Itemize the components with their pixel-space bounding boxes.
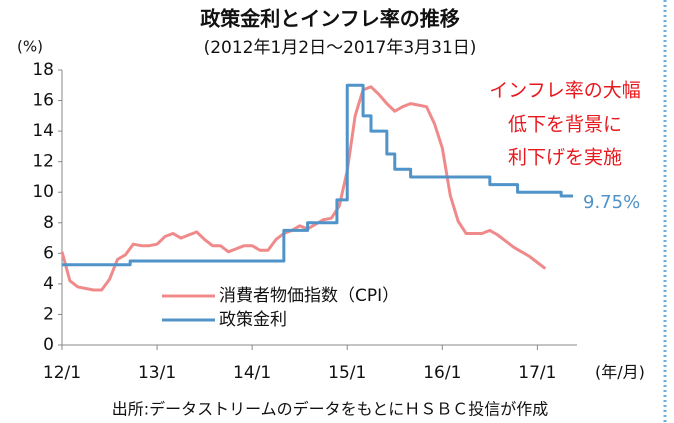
y-tick-label: 18 [32,60,54,80]
x-tick-label: 15/1 [328,363,366,383]
y-tick-label: 8 [43,213,54,233]
legend-label: 消費者物価指数（CPI） [219,286,399,306]
x-axis-title: (年/月) [595,363,645,382]
y-tick-label: 12 [32,152,54,172]
chart-title: 政策金利とインフレ率の推移 [200,7,459,31]
y-axis-title: (%) [17,38,43,56]
annotation: 利下げを実施 [508,147,622,169]
x-tick-label: 13/1 [138,363,176,383]
y-tick-label: 2 [43,304,54,324]
y-tick-label: 16 [32,91,54,111]
y-tick-label: 10 [32,182,54,202]
y-tick-label: 14 [32,121,54,141]
x-tick-label: 12/1 [43,363,81,383]
x-tick-label: 16/1 [423,363,461,383]
series-line [62,83,574,267]
series-line [60,85,547,292]
chart-subtitle: (2012年1月2日～2017年3月31日) [204,38,477,58]
y-tick-label: 4 [43,274,54,294]
legend-label: 政策金利 [219,310,287,330]
x-tick-label: 14/1 [233,363,271,383]
x-tick-label: 17/1 [518,363,556,383]
y-tick-label: 0 [43,335,54,355]
annotation: インフレ率の大幅 [489,80,640,102]
source-note: 出所:データストリームのデータをもとにＨＳＢＣ投信が作成 [112,400,549,419]
y-tick-label: 6 [43,243,54,263]
annotation: 低下を背景に [508,114,622,136]
end-value-label: 9.75% [583,192,640,213]
